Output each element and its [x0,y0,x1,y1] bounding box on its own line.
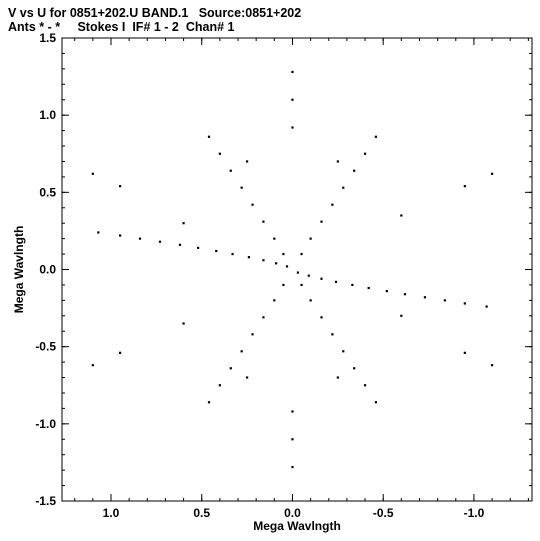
y-tick-label: -0.5 [35,340,56,354]
data-point [374,401,378,404]
y-tick-label: -1.0 [35,417,56,431]
data-point [342,350,345,353]
x-tick-label: -1.0 [464,506,485,520]
y-tick-label: -1.5 [35,494,56,508]
data-point [178,243,182,246]
x-tick-label: -0.5 [373,506,394,520]
data-point [309,237,312,240]
data-point [342,186,345,189]
data-point [262,259,265,262]
plot-frame [61,37,533,502]
data-point [282,252,285,256]
data-point [282,283,285,287]
data-point [118,351,122,354]
data-point [463,351,466,354]
data-point [207,401,211,404]
data-point [291,410,294,413]
data-point [245,376,249,379]
data-point [351,283,354,287]
y-axis-title: Mega Wavlngth [12,226,26,314]
data-point [138,237,142,240]
data-point [463,302,466,305]
data-point [320,277,323,280]
plot-title: V vs U for 0851+202.U BAND.1 Source:0851… [8,6,302,20]
data-point [490,172,494,175]
data-point [275,262,278,265]
y-tick-label: 1.0 [39,108,56,122]
data-point [400,314,403,317]
plot-subtitle: Ants * - * Stokes I IF# 1 - 2 Chan# 1 [8,20,235,34]
data-point [367,286,370,290]
data-point [320,220,323,223]
data-point [385,290,388,293]
data-point [207,135,211,138]
data-point [251,203,254,206]
data-point [229,367,232,370]
data-point [262,220,265,223]
data-point [240,186,243,189]
data-point [443,299,446,302]
data-point [291,126,294,129]
data-point [490,364,494,367]
data-point [403,293,407,296]
data-point [331,203,334,206]
data-point [353,169,356,172]
data-point [353,367,356,370]
data-point [291,438,294,441]
data-point [197,246,200,249]
data-point [91,172,94,175]
x-tick-label: 0.5 [193,506,210,520]
data-point [291,70,294,74]
data-point [307,274,310,277]
data-point [423,296,427,299]
data-point [309,299,312,302]
data-point [229,169,232,172]
data-point [240,350,243,353]
data-point [363,152,367,155]
data-point [118,234,122,237]
data-point [245,160,249,163]
data-point [291,98,294,101]
x-tick-label: 1.0 [103,506,120,520]
data-point [262,316,265,319]
x-axis-title: Mega Wavlngth [253,519,341,533]
data-point [296,271,300,274]
data-point [215,249,218,253]
data-point [336,376,339,379]
data-point [300,252,303,256]
data-point [97,231,100,234]
data-point [218,152,221,155]
data-point [331,333,334,336]
data-point [273,299,276,302]
data-point [336,160,339,163]
data-point [285,265,289,268]
data-point [91,364,94,367]
data-point [485,305,488,308]
data-point [320,316,323,319]
data-point [118,185,122,188]
data-point [158,240,162,243]
y-tick-label: 0.0 [39,263,56,277]
data-point [182,322,185,325]
data-point [273,237,276,240]
x-tick-label: 0.0 [284,506,301,520]
y-tick-label: 1.5 [39,31,56,45]
data-point [400,214,403,217]
data-point [182,222,185,225]
data-point [463,185,466,188]
data-point [231,252,234,256]
data-point [251,333,254,336]
data-point [374,135,378,138]
data-point [363,384,367,387]
data-point [218,384,221,387]
data-point [300,283,303,287]
data-point [334,280,338,283]
data-point [247,256,251,259]
y-tick-label: 0.5 [39,185,56,199]
data-point [291,465,294,469]
